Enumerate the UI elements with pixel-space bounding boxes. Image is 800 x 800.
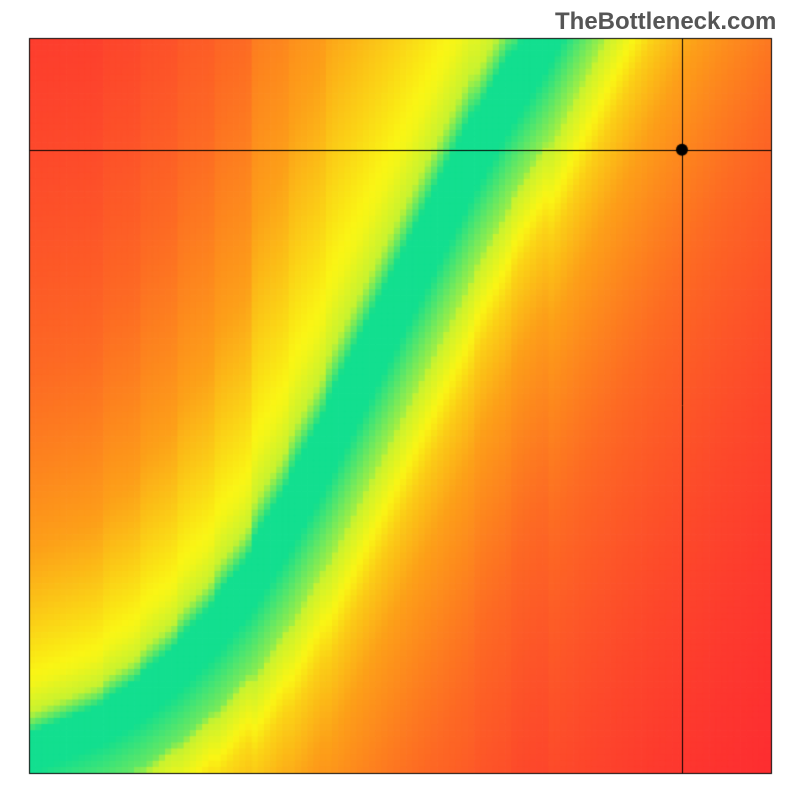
figure-root: TheBottleneck.com [0, 0, 800, 800]
heatmap-canvas [0, 0, 800, 800]
watermark-text: TheBottleneck.com [555, 8, 776, 36]
